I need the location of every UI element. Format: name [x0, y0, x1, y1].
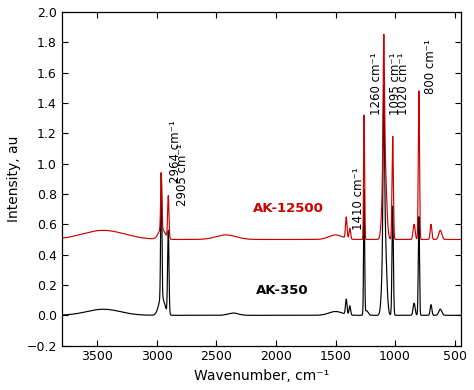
- Text: 1020 cm⁻¹: 1020 cm⁻¹: [397, 53, 410, 115]
- Text: 800 cm⁻¹: 800 cm⁻¹: [424, 39, 437, 94]
- Text: 1260 cm⁻¹: 1260 cm⁻¹: [370, 53, 383, 115]
- X-axis label: Wavenumber, cm⁻¹: Wavenumber, cm⁻¹: [193, 369, 329, 383]
- Text: AK-12500: AK-12500: [253, 202, 323, 215]
- Text: 1095 cm⁻¹: 1095 cm⁻¹: [389, 53, 402, 115]
- Text: 1410 cm⁻¹: 1410 cm⁻¹: [353, 168, 365, 230]
- Text: 2905 cm⁻¹: 2905 cm⁻¹: [176, 144, 189, 206]
- Y-axis label: Intensity, au: Intensity, au: [7, 136, 21, 222]
- Text: AK-350: AK-350: [255, 284, 308, 297]
- Text: 2964 cm⁻¹: 2964 cm⁻¹: [169, 121, 182, 183]
